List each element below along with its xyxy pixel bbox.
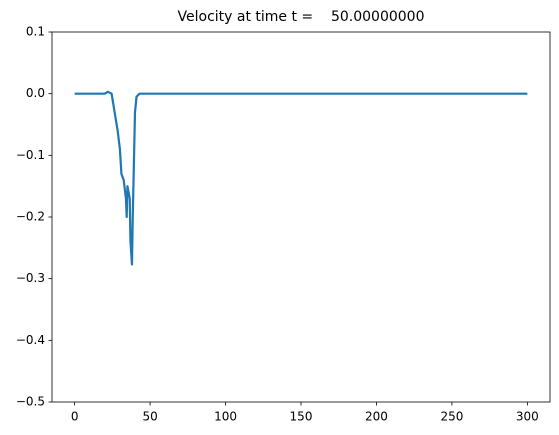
y-tick-label: 0.0 bbox=[26, 86, 45, 100]
y-tick-label: −0.3 bbox=[16, 271, 45, 285]
x-tick-label: 250 bbox=[440, 410, 463, 424]
y-tick-label: 0.1 bbox=[26, 25, 45, 39]
x-tick-label: 100 bbox=[214, 410, 237, 424]
y-tick-label: −0.1 bbox=[16, 148, 45, 162]
x-tick-label: 200 bbox=[365, 410, 388, 424]
x-tick-label: 150 bbox=[290, 410, 313, 424]
y-tick-label: −0.5 bbox=[16, 395, 45, 409]
chart-title: Velocity at time t = 50.00000000 bbox=[178, 9, 425, 25]
y-tick-label: −0.2 bbox=[16, 210, 45, 224]
data-line bbox=[74, 90, 528, 266]
y-tick-label: −0.4 bbox=[16, 333, 45, 347]
x-tick-label: 50 bbox=[142, 410, 157, 424]
x-tick-label: 0 bbox=[71, 410, 79, 424]
x-tick-label: 300 bbox=[516, 410, 539, 424]
